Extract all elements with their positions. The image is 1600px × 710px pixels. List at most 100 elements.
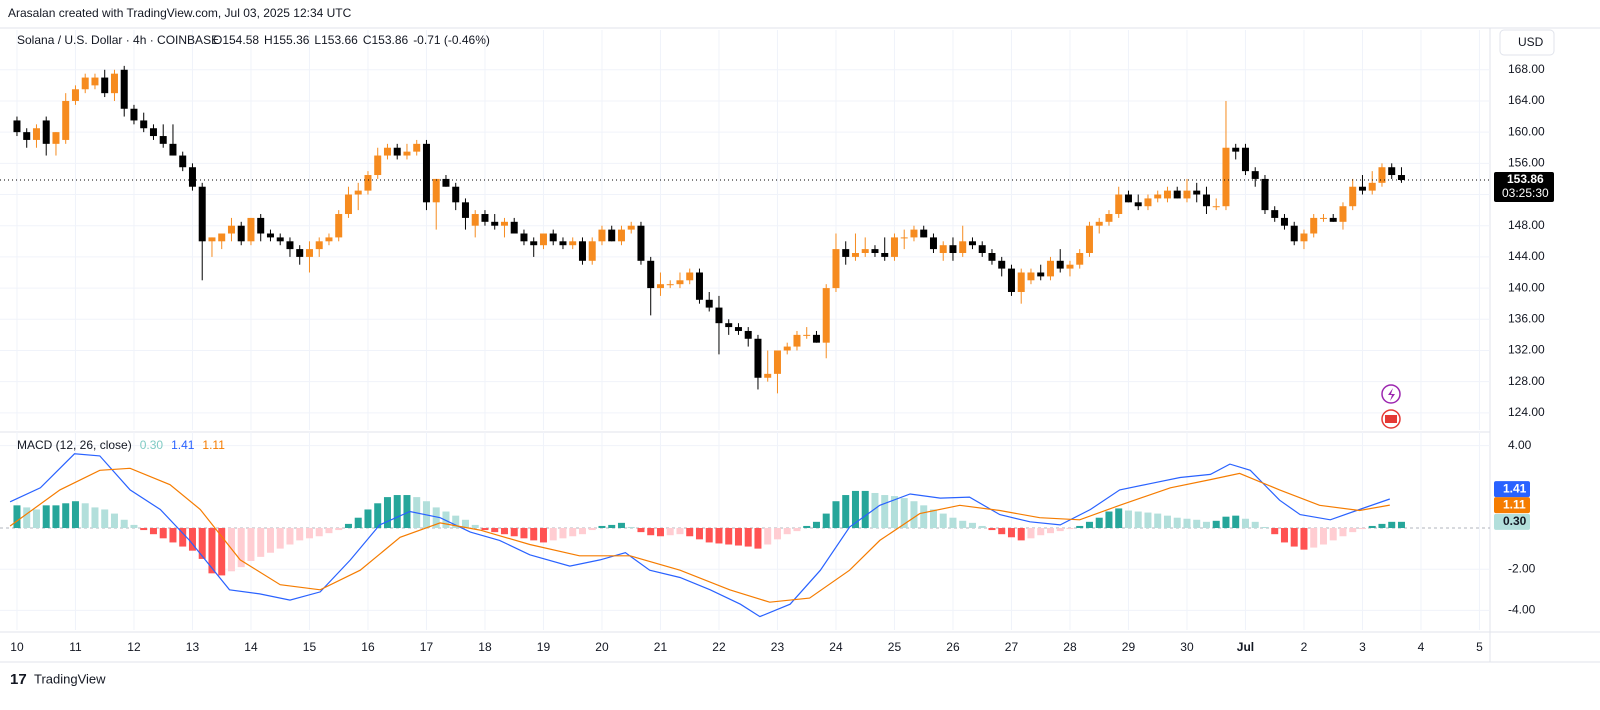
candle-body xyxy=(227,225,235,234)
candle-body xyxy=(773,350,781,374)
histogram-bar xyxy=(890,496,898,529)
x-tick-label: 28 xyxy=(1063,640,1077,654)
candle-body xyxy=(647,260,655,289)
macd-line xyxy=(9,467,1390,603)
last-price: 153.86 xyxy=(1507,172,1544,186)
candle-body xyxy=(725,323,733,328)
candle-body xyxy=(1183,190,1191,199)
histogram-bar xyxy=(754,528,762,549)
x-tick-label: 10 xyxy=(10,640,24,654)
histogram-bar xyxy=(32,509,40,529)
histogram-bar xyxy=(393,495,401,529)
histogram-bar xyxy=(647,528,655,536)
histogram-bar xyxy=(734,528,742,546)
candle-body xyxy=(1202,194,1210,207)
histogram-bar xyxy=(929,509,937,529)
histogram-bar xyxy=(354,517,362,529)
histogram-bar xyxy=(305,528,313,539)
candle-body xyxy=(861,249,869,254)
candle-body xyxy=(188,167,196,187)
histogram-bar xyxy=(832,501,840,529)
histogram-bar xyxy=(1066,528,1074,530)
legend-value: 1.11 xyxy=(202,438,225,452)
histogram-bar xyxy=(666,528,674,536)
histogram-bar xyxy=(481,528,489,531)
histogram-bar xyxy=(510,528,518,537)
x-tick-label: 5 xyxy=(1476,640,1483,654)
currency[interactable]: USD xyxy=(1518,35,1544,49)
histogram-bar xyxy=(71,501,79,529)
candle-body xyxy=(13,120,21,133)
histogram-bar xyxy=(773,528,781,540)
candle-body xyxy=(1261,178,1269,211)
histogram-bar xyxy=(315,528,323,537)
candle-body xyxy=(608,229,616,242)
candle-body xyxy=(559,241,567,246)
histogram-bar xyxy=(179,528,187,547)
histogram-bar xyxy=(959,520,967,529)
histogram-bar xyxy=(1173,517,1181,529)
candle-body xyxy=(744,330,752,339)
histogram-bar xyxy=(13,505,21,529)
ohlc-item: -0.71 (-0.46%) xyxy=(413,33,490,47)
candle-body xyxy=(676,280,684,285)
histogram-bar xyxy=(247,528,255,561)
candle-body xyxy=(71,89,79,101)
candle-body xyxy=(471,214,479,226)
candle-body xyxy=(1007,268,1015,292)
candle-body xyxy=(881,253,889,257)
candle-body xyxy=(149,128,157,137)
candle-body xyxy=(1085,225,1093,254)
candle-body xyxy=(656,284,664,289)
countdown: 03:25:30 xyxy=(1502,186,1549,200)
histogram-bar xyxy=(1105,511,1113,529)
x-tick-label: 25 xyxy=(888,640,902,654)
candle-body xyxy=(705,299,713,308)
histogram-bar xyxy=(686,528,694,537)
y-tick-label: 148.00 xyxy=(1508,218,1545,232)
histogram-bar xyxy=(676,528,684,535)
candle-body xyxy=(929,237,937,250)
candle-body xyxy=(637,225,645,261)
histogram-bar xyxy=(1388,521,1396,529)
candle-body xyxy=(734,327,742,331)
currency-button[interactable] xyxy=(1499,29,1555,56)
candle-body xyxy=(120,69,128,109)
candle-body xyxy=(1037,272,1045,277)
x-tick-label: Jul xyxy=(1237,640,1254,654)
histogram-bar xyxy=(169,528,177,543)
x-tick-label: 14 xyxy=(244,640,258,654)
x-tick-label: 22 xyxy=(712,640,726,654)
histogram-bar xyxy=(374,503,382,529)
candle-body xyxy=(481,214,489,222)
histogram-bar xyxy=(1115,508,1123,529)
candle-body xyxy=(325,237,333,242)
histogram-bar xyxy=(695,528,703,540)
candle-body xyxy=(822,288,830,343)
candle-body xyxy=(520,233,528,242)
value-badge-label: 0.30 xyxy=(1503,514,1527,528)
candle-body xyxy=(1349,186,1357,207)
histogram-bar xyxy=(1368,525,1376,529)
histogram-bar xyxy=(120,519,128,529)
histogram-bar xyxy=(500,528,508,535)
candle-body xyxy=(413,143,421,152)
legend-value: 0.30 xyxy=(140,438,164,452)
candle-body xyxy=(1232,147,1240,152)
histogram-bar xyxy=(910,501,918,529)
histogram-bar xyxy=(1232,515,1240,529)
candle-body xyxy=(939,245,947,254)
histogram-bar xyxy=(920,505,928,529)
ohlc-values: O154.58 H155.36 L153.66 C153.86 -0.71 (-0.46… xyxy=(213,33,490,47)
histogram-bar xyxy=(978,525,986,529)
histogram-bar xyxy=(539,528,547,543)
value-badge xyxy=(1494,481,1530,498)
histogram-bar xyxy=(208,528,216,574)
candle-body xyxy=(1397,175,1405,181)
candle-body xyxy=(783,346,791,351)
candle-body xyxy=(1046,260,1054,277)
candle-body xyxy=(1076,253,1084,265)
candle-body xyxy=(510,221,518,234)
candle-body xyxy=(1134,202,1142,207)
